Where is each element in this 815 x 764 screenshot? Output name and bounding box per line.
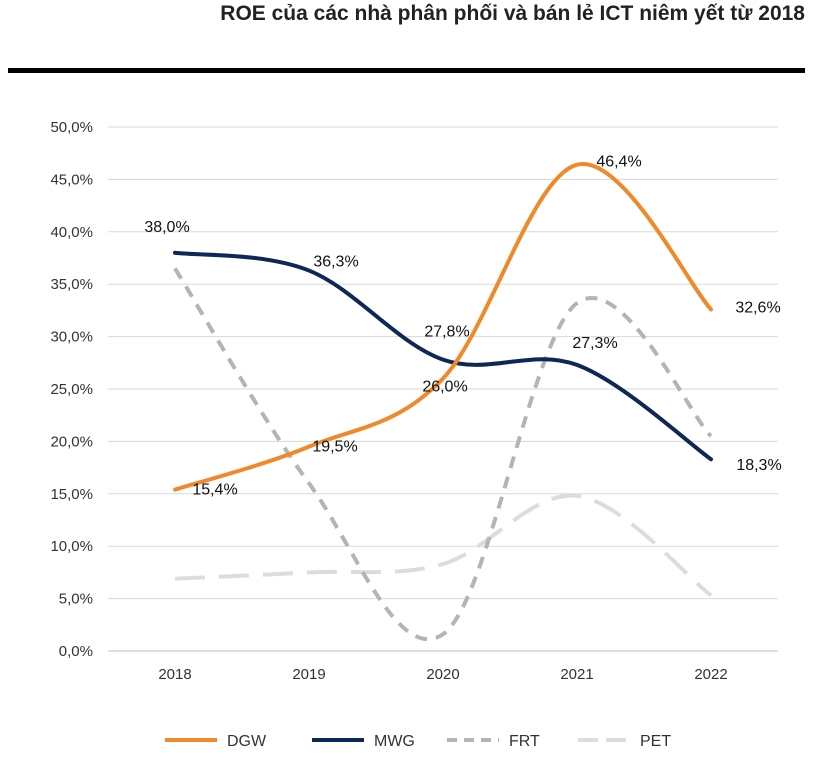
y-tick-label: 30,0%	[50, 329, 93, 346]
y-tick-label: 0,0%	[59, 643, 93, 660]
data-label-mwg: 36,3%	[313, 254, 358, 271]
legend-label-dgw: DGW	[227, 733, 267, 750]
y-tick-label: 15,0%	[50, 486, 93, 503]
series-line-frt	[173, 267, 713, 642]
y-tick-label: 25,0%	[50, 381, 93, 398]
y-tick-label: 45,0%	[50, 171, 93, 188]
data-label-dgw: 32,6%	[735, 299, 780, 316]
data-label-mwg: 18,3%	[736, 457, 781, 474]
y-tick-label: 40,0%	[50, 224, 93, 241]
data-label-dgw: 26,0%	[422, 379, 467, 396]
data-label-dgw: 15,4%	[192, 482, 237, 499]
legend-label-pet: PET	[640, 733, 671, 750]
y-tick-label: 50,0%	[50, 119, 93, 136]
data-label-mwg: 27,8%	[424, 324, 469, 341]
series-line-pet	[174, 493, 713, 598]
legend-label-frt: FRT	[509, 733, 540, 750]
x-tick-label: 2020	[426, 666, 459, 683]
y-tick-label: 35,0%	[50, 276, 93, 293]
y-tick-label: 10,0%	[50, 538, 93, 555]
data-label-mwg: 27,3%	[572, 335, 617, 352]
data-label-dgw: 19,5%	[312, 439, 357, 456]
title-divider	[8, 68, 805, 73]
data-label-dgw: 46,4%	[596, 154, 641, 171]
series-line-mwg	[173, 250, 713, 462]
y-tick-label: 20,0%	[50, 433, 93, 450]
x-tick-label: 2021	[560, 666, 593, 683]
x-tick-label: 2022	[694, 666, 727, 683]
y-tick-label: 5,0%	[59, 591, 93, 608]
series-line-dgw	[173, 162, 713, 492]
x-tick-label: 2019	[292, 666, 325, 683]
data-label-mwg: 38,0%	[144, 219, 189, 236]
legend-label-mwg: MWG	[374, 733, 415, 750]
x-tick-label: 2018	[158, 666, 191, 683]
chart-title: ROE của các nhà phân phối và bán lẻ ICT …	[220, 2, 805, 25]
